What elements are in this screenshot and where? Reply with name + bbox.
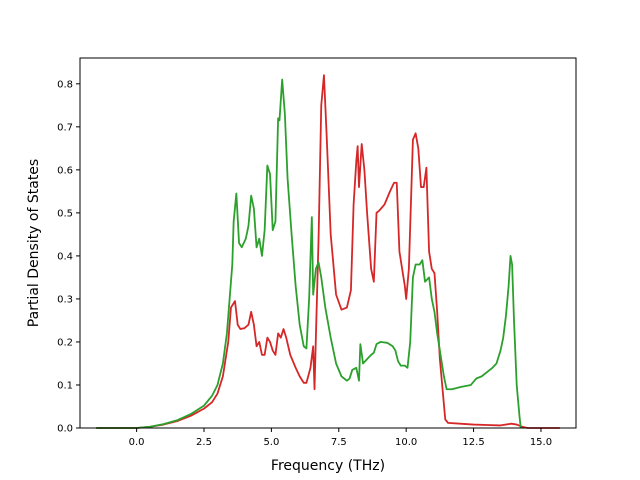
y-tick-label: 0.7 <box>57 122 73 133</box>
x-tick-label: 2.5 <box>196 437 212 448</box>
x-tick-label: 7.5 <box>331 437 347 448</box>
x-axis-ticks: 0.0 2.5 5.0 7.5 10.0 12.5 15.0 <box>129 428 552 448</box>
y-axis-ticks: 0.0 0.1 0.2 0.3 0.4 0.5 0.6 0.7 0.8 <box>57 79 80 435</box>
y-tick-label: 0.3 <box>57 294 73 305</box>
series-line-2 <box>96 78 522 429</box>
x-tick-label: 0.0 <box>129 437 145 448</box>
y-tick-label: 0.2 <box>57 337 73 348</box>
y-tick-label: 0.1 <box>57 380 73 391</box>
x-tick-label: 10.0 <box>395 437 417 448</box>
y-tick-label: 0.5 <box>57 208 73 219</box>
y-tick-label: 0.4 <box>57 251 73 262</box>
x-tick-label: 15.0 <box>530 437 552 448</box>
plot-frame <box>79 57 577 429</box>
x-axis-title: Frequency (THz) <box>271 458 385 474</box>
y-tick-label: 0.6 <box>57 165 73 176</box>
y-axis-title: Partial Density of States <box>26 159 42 327</box>
y-tick-label: 0.0 <box>57 424 73 435</box>
x-tick-label: 5.0 <box>263 437 279 448</box>
x-tick-label: 12.5 <box>462 437 484 448</box>
series-layer <box>96 74 560 429</box>
y-tick-label: 0.8 <box>57 79 73 90</box>
series-line-1 <box>96 74 560 429</box>
